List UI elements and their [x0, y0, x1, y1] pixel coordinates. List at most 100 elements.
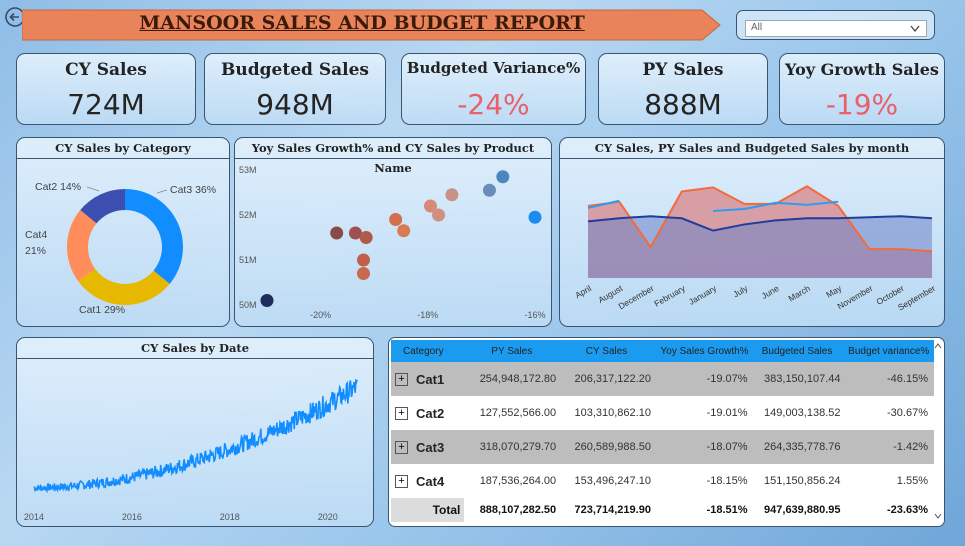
column-header[interactable]: Category — [403, 345, 444, 357]
scatter-point — [359, 231, 373, 244]
donut-label: 21% — [25, 245, 46, 257]
y-tick-label: 53M — [239, 165, 257, 175]
x-tick-label: April — [573, 283, 593, 300]
py-sales-line — [587, 185, 933, 253]
budget-variance-cell: -1.42% — [893, 441, 928, 453]
donut-leader-line — [156, 189, 168, 194]
kpi-title: PY Sales — [642, 60, 724, 80]
category-donut-chart: Cat3 36% Cat1 29% Cat4 21% Cat2 14% — [25, 181, 216, 316]
total-budget-variance: -23.63% — [887, 504, 928, 516]
x-tick-label: 2014 — [24, 512, 44, 522]
y-tick-label: 50M — [239, 300, 257, 310]
yoy-growth-cell: -19.01% — [706, 407, 748, 419]
expand-icon[interactable]: + — [395, 474, 408, 488]
kpi-cy-sales: CY Sales 724M — [16, 53, 196, 125]
scatter-point — [432, 208, 446, 222]
x-tick-label: February — [652, 283, 687, 309]
cy-sales-cell: 206,317,122.20 — [574, 373, 651, 385]
cy-sales-cell: 153,496,247.10 — [574, 475, 651, 487]
cy-sales-cell: 103,310,862.10 — [574, 407, 651, 419]
column-header[interactable]: Budget variance% — [848, 345, 930, 357]
total-cy-sales: 723,714,219.90 — [574, 504, 651, 516]
budgeted-sales-line — [587, 199, 839, 213]
kpi-value: -24% — [457, 88, 530, 121]
scatter-point — [348, 226, 362, 240]
scatter-point — [260, 294, 274, 307]
scatter-point — [356, 267, 370, 280]
cy-sales-area — [588, 216, 932, 278]
expand-icon[interactable]: + — [395, 440, 408, 454]
date-line-chart: 2014 2016 2018 2020 — [24, 378, 358, 522]
monthly-area-panel: CY Sales, PY Sales and Budgeted Sales by… — [559, 137, 945, 327]
donut-leader-line — [86, 186, 100, 192]
y-tick-label: 51M — [239, 255, 257, 265]
product-scatter-chart: 50M 51M 52M 53M -20% -18% -16% — [239, 165, 546, 320]
table-scrollbar[interactable] — [934, 342, 942, 520]
x-tick-label: July — [731, 283, 750, 300]
category-label: Cat2 — [416, 405, 445, 421]
donut-label: Cat3 36% — [170, 184, 216, 196]
x-tick-label: June — [760, 283, 781, 301]
kpi-value: 948M — [256, 88, 334, 121]
panel-title: CY Sales by Date — [17, 338, 373, 359]
table-row[interactable]: + Cat4 187,536,264.00 153,496,247.10 -18.15%… — [391, 464, 934, 498]
chevron-down-icon — [910, 25, 920, 33]
scatter-point — [356, 253, 370, 267]
category-cell[interactable]: + Cat3 — [391, 430, 464, 464]
donut-slice — [67, 210, 97, 282]
title-banner: MANSOOR SALES AND BUDGET REPORT — [22, 8, 722, 42]
kpi-value: 724M — [67, 88, 145, 121]
page-title: MANSOOR SALES AND BUDGET REPORT — [139, 12, 585, 34]
py-sales-cell: 254,948,172.80 — [479, 373, 557, 385]
donut-slice — [125, 189, 183, 284]
scatter-point — [445, 188, 459, 202]
budget-variance-cell: 1.55% — [896, 475, 928, 487]
panel-title: CY Sales, PY Sales and Budgeted Sales by… — [560, 138, 944, 159]
scatter-point — [482, 183, 496, 197]
category-cell[interactable]: + Cat1 — [391, 362, 464, 396]
category-cell[interactable]: + Cat4 — [391, 464, 464, 498]
expand-icon[interactable]: + — [395, 372, 408, 386]
scatter-point — [389, 213, 403, 226]
column-header[interactable]: CY Sales — [585, 345, 628, 357]
category-label: Cat4 — [416, 473, 445, 489]
kpi-budgeted-variance: Budgeted Variance% -24% — [401, 53, 586, 125]
table-row[interactable]: + Cat3 318,070,279.70 260,589,988.50 -18.07%… — [391, 430, 934, 464]
donut-label: Cat2 14% — [35, 181, 81, 193]
x-tick-label: 2020 — [318, 512, 338, 522]
py-sales-cell: 127,552,566.00 — [479, 407, 557, 419]
filter-dropdown[interactable]: All — [745, 20, 927, 37]
budgeted-sales-cell: 264,335,778.76 — [764, 441, 841, 453]
kpi-title: Yoy Growth Sales — [785, 60, 939, 79]
kpi-title: Budgeted Sales — [221, 60, 369, 80]
kpi-title: CY Sales — [65, 60, 147, 80]
scatter-point — [528, 210, 542, 224]
panel-title: Yoy Sales Growth% and CY Sales by Produc… — [235, 138, 551, 175]
x-tick-label: -20% — [310, 310, 331, 320]
category-filter-slicer[interactable]: All — [736, 10, 935, 40]
category-label: Cat1 — [416, 371, 445, 387]
cy-sales-date-line — [33, 378, 358, 494]
scatter-point — [423, 199, 437, 213]
x-tick-label: December — [617, 283, 656, 311]
total-label: Total — [391, 498, 465, 522]
category-donut-panel: CY Sales by Category Cat3 36% Cat1 29% Cat… — [16, 137, 230, 327]
table-row[interactable]: + Cat1 254,948,172.80 206,317,122.20 -19.07%… — [391, 362, 934, 396]
table-row[interactable]: + Cat2 127,552,566.00 103,310,862.10 -19.01%… — [391, 396, 934, 430]
kpi-py-sales: PY Sales 888M — [598, 53, 768, 125]
column-header[interactable]: PY Sales — [491, 345, 533, 357]
budgeted-sales-cell: 149,003,138.52 — [764, 407, 841, 419]
cy-sales-line — [587, 215, 933, 232]
x-tick-label: 2018 — [220, 512, 240, 522]
category-cell[interactable]: + Cat2 — [391, 396, 464, 430]
yoy-growth-cell: -18.07% — [706, 441, 748, 453]
expand-icon[interactable]: + — [395, 406, 408, 420]
x-tick-label: -18% — [417, 310, 438, 320]
x-tick-label: -16% — [524, 310, 545, 320]
scroll-arrows-icon — [934, 343, 942, 519]
donut-label: Cat1 29% — [79, 304, 125, 316]
column-header[interactable]: Budgeted Sales — [761, 345, 833, 357]
column-header[interactable]: Yoy Sales Growth% — [660, 345, 749, 357]
category-label: Cat3 — [416, 439, 445, 455]
donut-label: Cat4 — [25, 229, 47, 241]
